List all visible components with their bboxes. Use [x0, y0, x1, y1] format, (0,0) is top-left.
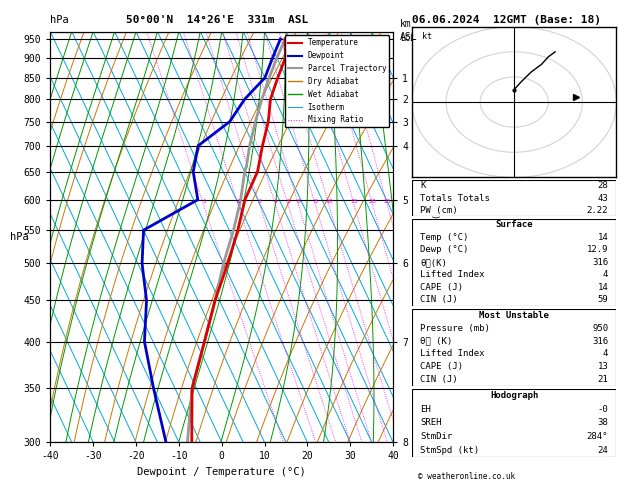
- Text: km: km: [399, 19, 411, 30]
- Text: PW (cm): PW (cm): [420, 206, 458, 215]
- Text: 14: 14: [598, 233, 608, 242]
- Text: 4: 4: [603, 349, 608, 359]
- Text: CAPE (J): CAPE (J): [420, 283, 463, 292]
- Text: hPa: hPa: [50, 15, 69, 25]
- Text: Lifted Index: Lifted Index: [420, 349, 485, 359]
- Text: LCL: LCL: [400, 35, 415, 43]
- Text: θᴇ(K): θᴇ(K): [420, 258, 447, 267]
- X-axis label: Dewpoint / Temperature (°C): Dewpoint / Temperature (°C): [137, 467, 306, 477]
- Text: 24: 24: [598, 446, 608, 454]
- Text: 13: 13: [598, 363, 608, 371]
- Text: hPa: hPa: [10, 232, 29, 242]
- Text: SREH: SREH: [420, 418, 442, 427]
- Text: 4: 4: [603, 270, 608, 279]
- Text: 2.22: 2.22: [587, 206, 608, 215]
- Text: 14: 14: [598, 283, 608, 292]
- Text: CIN (J): CIN (J): [420, 295, 458, 304]
- Text: -0: -0: [598, 405, 608, 414]
- Text: Lifted Index: Lifted Index: [420, 270, 485, 279]
- Text: Hodograph: Hodograph: [490, 391, 538, 400]
- Text: 316: 316: [592, 336, 608, 346]
- Text: CAPE (J): CAPE (J): [420, 363, 463, 371]
- Text: 316: 316: [592, 258, 608, 267]
- Text: K: K: [420, 181, 426, 191]
- Text: 8: 8: [314, 198, 318, 204]
- Text: 15: 15: [350, 198, 358, 204]
- Text: 50°00'N  14°26'E  331m  ASL: 50°00'N 14°26'E 331m ASL: [126, 15, 308, 25]
- Text: 25: 25: [384, 198, 391, 204]
- Text: 6: 6: [297, 198, 301, 204]
- Text: 284°: 284°: [587, 432, 608, 441]
- Text: © weatheronline.co.uk: © weatheronline.co.uk: [418, 472, 515, 481]
- Text: CIN (J): CIN (J): [420, 375, 458, 384]
- Text: Totals Totals: Totals Totals: [420, 193, 490, 203]
- Text: Surface: Surface: [496, 221, 533, 229]
- Text: 2: 2: [237, 198, 240, 204]
- Text: 12.9: 12.9: [587, 245, 608, 255]
- Text: 28: 28: [598, 181, 608, 191]
- Text: 59: 59: [598, 295, 608, 304]
- Text: 1: 1: [202, 198, 206, 204]
- Text: 10: 10: [325, 198, 333, 204]
- Text: 3: 3: [258, 198, 262, 204]
- Text: 43: 43: [598, 193, 608, 203]
- Text: EH: EH: [420, 405, 431, 414]
- Text: Most Unstable: Most Unstable: [479, 311, 549, 320]
- Text: 38: 38: [598, 418, 608, 427]
- Text: ASL: ASL: [399, 32, 417, 42]
- Text: 21: 21: [598, 375, 608, 384]
- Text: Mixing Ratio (g/kg): Mixing Ratio (g/kg): [433, 190, 442, 284]
- Text: θᴇ (K): θᴇ (K): [420, 336, 452, 346]
- Text: 5: 5: [286, 198, 290, 204]
- Text: 950: 950: [592, 324, 608, 332]
- Text: 06.06.2024  12GMT (Base: 18): 06.06.2024 12GMT (Base: 18): [412, 15, 601, 25]
- Text: Pressure (mb): Pressure (mb): [420, 324, 490, 332]
- Legend: Temperature, Dewpoint, Parcel Trajectory, Dry Adiabat, Wet Adiabat, Isotherm, Mi: Temperature, Dewpoint, Parcel Trajectory…: [285, 35, 389, 127]
- Text: Dewp (°C): Dewp (°C): [420, 245, 469, 255]
- Text: 20: 20: [369, 198, 377, 204]
- Text: StmSpd (kt): StmSpd (kt): [420, 446, 479, 454]
- Text: kt: kt: [422, 32, 432, 41]
- Text: Temp (°C): Temp (°C): [420, 233, 469, 242]
- Text: 4: 4: [274, 198, 277, 204]
- Text: StmDir: StmDir: [420, 432, 452, 441]
